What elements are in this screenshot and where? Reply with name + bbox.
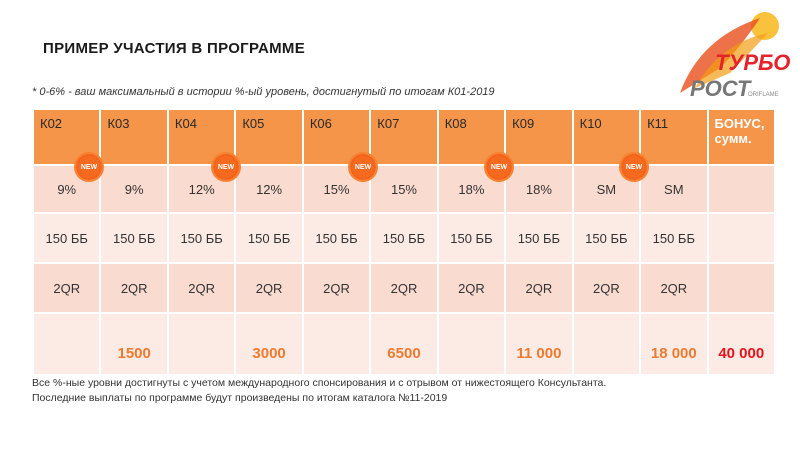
new-badge-icon: NEW xyxy=(213,154,239,180)
table-cell-bb: 150 ББ xyxy=(571,212,642,264)
table-cell-bb xyxy=(706,212,777,264)
table-cell-qr: 2QR xyxy=(436,262,507,314)
table-cell-bb: 150 ББ xyxy=(369,212,439,264)
table-cell-percent: SM xyxy=(571,164,642,214)
table-cell-qr: 2QR xyxy=(571,262,642,314)
header-row: К02 К03 К04 К05 К06 К07 К08 К09 К10 К11 … xyxy=(31,108,777,166)
footer-line: Все %-ные уровни достигнуты с учетом меж… xyxy=(32,377,607,389)
table-cell-bb: 150 ББ xyxy=(99,212,169,264)
col-bonus: БОНУС, сумм. xyxy=(706,108,777,166)
col-k08: К08 xyxy=(436,108,507,166)
table-cell-bonus: 1500 xyxy=(99,312,169,376)
col-k03: К03 xyxy=(99,108,169,166)
table-cell-bonus xyxy=(166,312,237,376)
col-k07: К07 xyxy=(369,108,439,166)
new-badge-icon: NEW xyxy=(350,154,376,180)
program-table: К02 К03 К04 К05 К06 К07 К08 К09 К10 К11 … xyxy=(31,108,777,376)
table-row-percent: 9% 9% 12% 12% 15% 15% 18% 18% SM SM xyxy=(31,164,777,214)
table-cell-percent: 18% xyxy=(436,164,507,214)
table-cell-qr: 2QR xyxy=(166,262,237,314)
table-row-bb: 150 ББ 150 ББ 150 ББ 150 ББ 150 ББ 150 ББ 150 … xyxy=(31,212,777,264)
table-cell-percent: 9% xyxy=(31,164,102,214)
turbo-rost-logo: ТУРБО РОСТ ORIFLAME xyxy=(660,8,790,108)
table-row-bonus: 1500 3000 6500 11 000 18 000 40 000 xyxy=(31,312,777,376)
table-cell-percent: 12% xyxy=(234,164,304,214)
table-cell-bonus xyxy=(571,312,642,376)
new-badge-icon: NEW xyxy=(76,154,102,180)
table-cell-qr: 2QR xyxy=(639,262,709,314)
table-cell-bonus xyxy=(436,312,507,376)
table-cell-bb: 150 ББ xyxy=(504,212,574,264)
table-cell-qr: 2QR xyxy=(301,262,372,314)
svg-text:ТУРБО: ТУРБО xyxy=(715,50,790,75)
svg-text:ORIFLAME: ORIFLAME xyxy=(748,92,779,98)
table-cell-percent: SM xyxy=(639,164,709,214)
table-cell-bb: 150 ББ xyxy=(639,212,709,264)
table-cell-qr: 2QR xyxy=(504,262,574,314)
table-cell-qr: 2QR xyxy=(234,262,304,314)
table-cell-bb: 150 ББ xyxy=(436,212,507,264)
table-cell-bonus: 11 000 xyxy=(504,312,574,376)
table-cell-bb: 150 ББ xyxy=(301,212,372,264)
col-k05: К05 xyxy=(234,108,304,166)
page-title: ПРИМЕР УЧАСТИЯ В ПРОГРАММЕ xyxy=(43,40,305,57)
table-cell-bonus: 18 000 xyxy=(639,312,709,376)
col-k06: К06 xyxy=(301,108,372,166)
table-cell-bb: 150 ББ xyxy=(31,212,102,264)
col-k09: К09 xyxy=(504,108,574,166)
table-cell-percent: 18% xyxy=(504,164,574,214)
table-cell-bonus xyxy=(31,312,102,376)
table-cell-percent: 15% xyxy=(369,164,439,214)
table-cell-bonus: 6500 xyxy=(369,312,439,376)
table-cell-percent: 9% xyxy=(99,164,169,214)
table-cell-bonus xyxy=(301,312,372,376)
new-badge-icon: NEW xyxy=(486,154,512,180)
new-badge-icon: NEW xyxy=(621,154,647,180)
table-cell-percent xyxy=(706,164,777,214)
note-text: * 0-6% - ваш максимальный в истории %-ый… xyxy=(32,86,495,98)
table-cell-bb: 150 ББ xyxy=(234,212,304,264)
svg-text:РОСТ: РОСТ xyxy=(690,76,752,101)
footer-line: Последние выплаты по программе будут про… xyxy=(32,392,448,404)
table-cell-percent: 12% xyxy=(166,164,237,214)
col-k11: К11 xyxy=(639,108,709,166)
table-cell-qr: 2QR xyxy=(31,262,102,314)
footer-text: Все %-ные уровни достигнуты с учетом меж… xyxy=(32,376,606,406)
table-cell-qr: 2QR xyxy=(99,262,169,314)
table-cell-bb: 150 ББ xyxy=(166,212,237,264)
table-cell-bonus: 40 000 xyxy=(706,312,777,376)
table-cell-bonus: 3000 xyxy=(234,312,304,376)
table-cell-qr xyxy=(706,262,777,314)
table-row-qr: 2QR 2QR 2QR 2QR 2QR 2QR 2QR 2QR 2QR 2QR xyxy=(31,262,777,314)
table-cell-qr: 2QR xyxy=(369,262,439,314)
